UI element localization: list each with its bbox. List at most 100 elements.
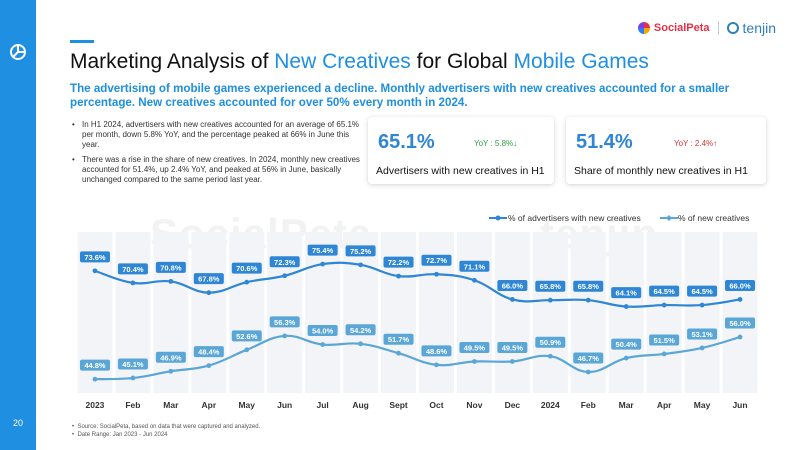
data-point bbox=[472, 359, 477, 364]
data-label-bg bbox=[231, 330, 262, 342]
socialpeta-logo-icon bbox=[637, 22, 650, 34]
bullet-item: There was a rise in the share of new cre… bbox=[72, 155, 362, 185]
data-label-group: 64.5% bbox=[649, 285, 680, 297]
data-label-group: 70.8% bbox=[155, 261, 186, 273]
grid-band bbox=[646, 232, 682, 393]
title-part: Marketing Analysis of bbox=[70, 50, 275, 73]
data-label: 70.6% bbox=[236, 264, 258, 273]
data-point bbox=[130, 280, 136, 286]
data-label-bg bbox=[725, 317, 756, 329]
kpi-yoy: YoY : 5.8%↓ bbox=[474, 139, 518, 148]
data-point bbox=[320, 342, 326, 347]
grid-band bbox=[532, 232, 568, 393]
data-label: 51.7% bbox=[388, 335, 410, 344]
data-point bbox=[661, 302, 667, 308]
data-label-group: 52.6% bbox=[231, 330, 262, 342]
tenjin-logo: tenjin bbox=[726, 20, 776, 36]
data-point bbox=[244, 347, 250, 353]
x-tick-label: Oct bbox=[429, 400, 443, 410]
data-label-group: 48.4% bbox=[193, 346, 224, 358]
data-label-bg bbox=[269, 256, 300, 268]
kpi-label: Advertisers with new creatives in H1 bbox=[376, 165, 545, 177]
title-highlight: Mobile Games bbox=[513, 50, 649, 73]
data-label: 50.4% bbox=[616, 340, 638, 349]
grid-band bbox=[456, 232, 492, 393]
data-label: 56.0% bbox=[729, 319, 751, 328]
data-point bbox=[585, 369, 591, 375]
data-label: 54.2% bbox=[350, 326, 372, 335]
footnote-date-range: • Date Range: Jan 2023 - Jun 2024 bbox=[72, 432, 168, 438]
legend-label: % of advertisers with new creatives bbox=[508, 213, 641, 223]
x-tick-label: May bbox=[238, 400, 255, 410]
data-label: 67.8% bbox=[198, 275, 220, 284]
data-label: 70.4% bbox=[122, 265, 144, 274]
kpi-card-new-creatives: 51.4% YoY : 2.4%↑ Share of monthly new c… bbox=[566, 117, 766, 184]
data-label-bg bbox=[269, 316, 300, 328]
legend-label: % of new creatives bbox=[678, 213, 749, 223]
x-tick-label: Mar bbox=[163, 400, 179, 410]
data-label: 64.1% bbox=[616, 289, 638, 298]
x-tick-label: 2023 bbox=[86, 400, 105, 410]
chart-legend: % of advertisers with new creatives % of … bbox=[489, 213, 749, 223]
data-point bbox=[282, 273, 288, 279]
kpi-value: 65.1% bbox=[378, 131, 435, 153]
data-label: 51.5% bbox=[653, 336, 675, 345]
data-label-bg bbox=[497, 341, 528, 353]
left-sidebar-bar: 20 bbox=[0, 0, 36, 450]
x-tick-label: Dec bbox=[505, 400, 521, 410]
data-label-bg bbox=[383, 256, 414, 268]
socialpeta-logo: SocialPeta bbox=[637, 22, 710, 34]
data-label-group: 72.7% bbox=[421, 254, 452, 266]
series-line-1 bbox=[94, 261, 741, 308]
data-point bbox=[623, 304, 629, 309]
legend-marker bbox=[495, 215, 501, 221]
data-point bbox=[509, 359, 515, 364]
data-label-bg bbox=[307, 325, 338, 337]
data-label: 66.0% bbox=[729, 281, 751, 290]
data-label-group: 49.5% bbox=[459, 341, 490, 353]
data-label-bg bbox=[573, 352, 604, 364]
kpi-value: 51.4% bbox=[576, 131, 633, 153]
x-tick-label: Aug bbox=[352, 400, 369, 410]
data-point bbox=[472, 277, 477, 283]
data-label-group: 65.8% bbox=[535, 280, 566, 292]
data-label: 65.8% bbox=[540, 282, 562, 291]
data-label: 75.4% bbox=[312, 246, 334, 255]
title-highlight: New Creatives bbox=[274, 50, 411, 73]
data-label-group: 72.3% bbox=[269, 256, 300, 268]
data-label: 72.2% bbox=[388, 258, 410, 267]
data-label-bg bbox=[649, 285, 680, 297]
data-point bbox=[737, 297, 743, 302]
data-label-group: 50.9% bbox=[535, 336, 566, 348]
data-label: 54.0% bbox=[312, 327, 334, 336]
data-point bbox=[206, 363, 212, 369]
page-title: Marketing Analysis of New Creatives for … bbox=[70, 50, 649, 74]
grid-band bbox=[305, 232, 341, 393]
data-point bbox=[244, 279, 250, 285]
x-tick-label: May bbox=[694, 400, 711, 410]
data-label: 46.9% bbox=[160, 353, 182, 362]
data-label: 73.6% bbox=[84, 253, 106, 262]
data-label-bg bbox=[231, 262, 262, 274]
data-label-bg bbox=[535, 280, 566, 292]
data-label: 48.4% bbox=[198, 348, 220, 357]
data-label-bg bbox=[117, 358, 148, 370]
data-label-group: 66.0% bbox=[725, 279, 756, 291]
footnote-source: • Source: SocialPeta, based on data that… bbox=[72, 424, 261, 430]
data-label-group: 51.5% bbox=[649, 334, 680, 346]
page-subtitle: The advertising of mobile games experien… bbox=[70, 82, 730, 109]
data-label-bg bbox=[79, 251, 110, 263]
data-label-group: 70.6% bbox=[231, 262, 262, 274]
data-label-bg bbox=[611, 287, 642, 299]
title-part: for Global bbox=[410, 50, 514, 73]
data-label-bg bbox=[383, 333, 414, 345]
data-point bbox=[547, 353, 553, 359]
grid-band bbox=[722, 232, 758, 393]
tenjin-logo-icon bbox=[726, 22, 739, 34]
data-label: 53.1% bbox=[691, 330, 713, 339]
data-point bbox=[737, 334, 743, 340]
data-point bbox=[320, 261, 326, 267]
kpi-label: Share of monthly new creatives in H1 bbox=[574, 165, 748, 177]
data-label-bg bbox=[649, 334, 680, 346]
data-label: 71.1% bbox=[464, 262, 486, 271]
